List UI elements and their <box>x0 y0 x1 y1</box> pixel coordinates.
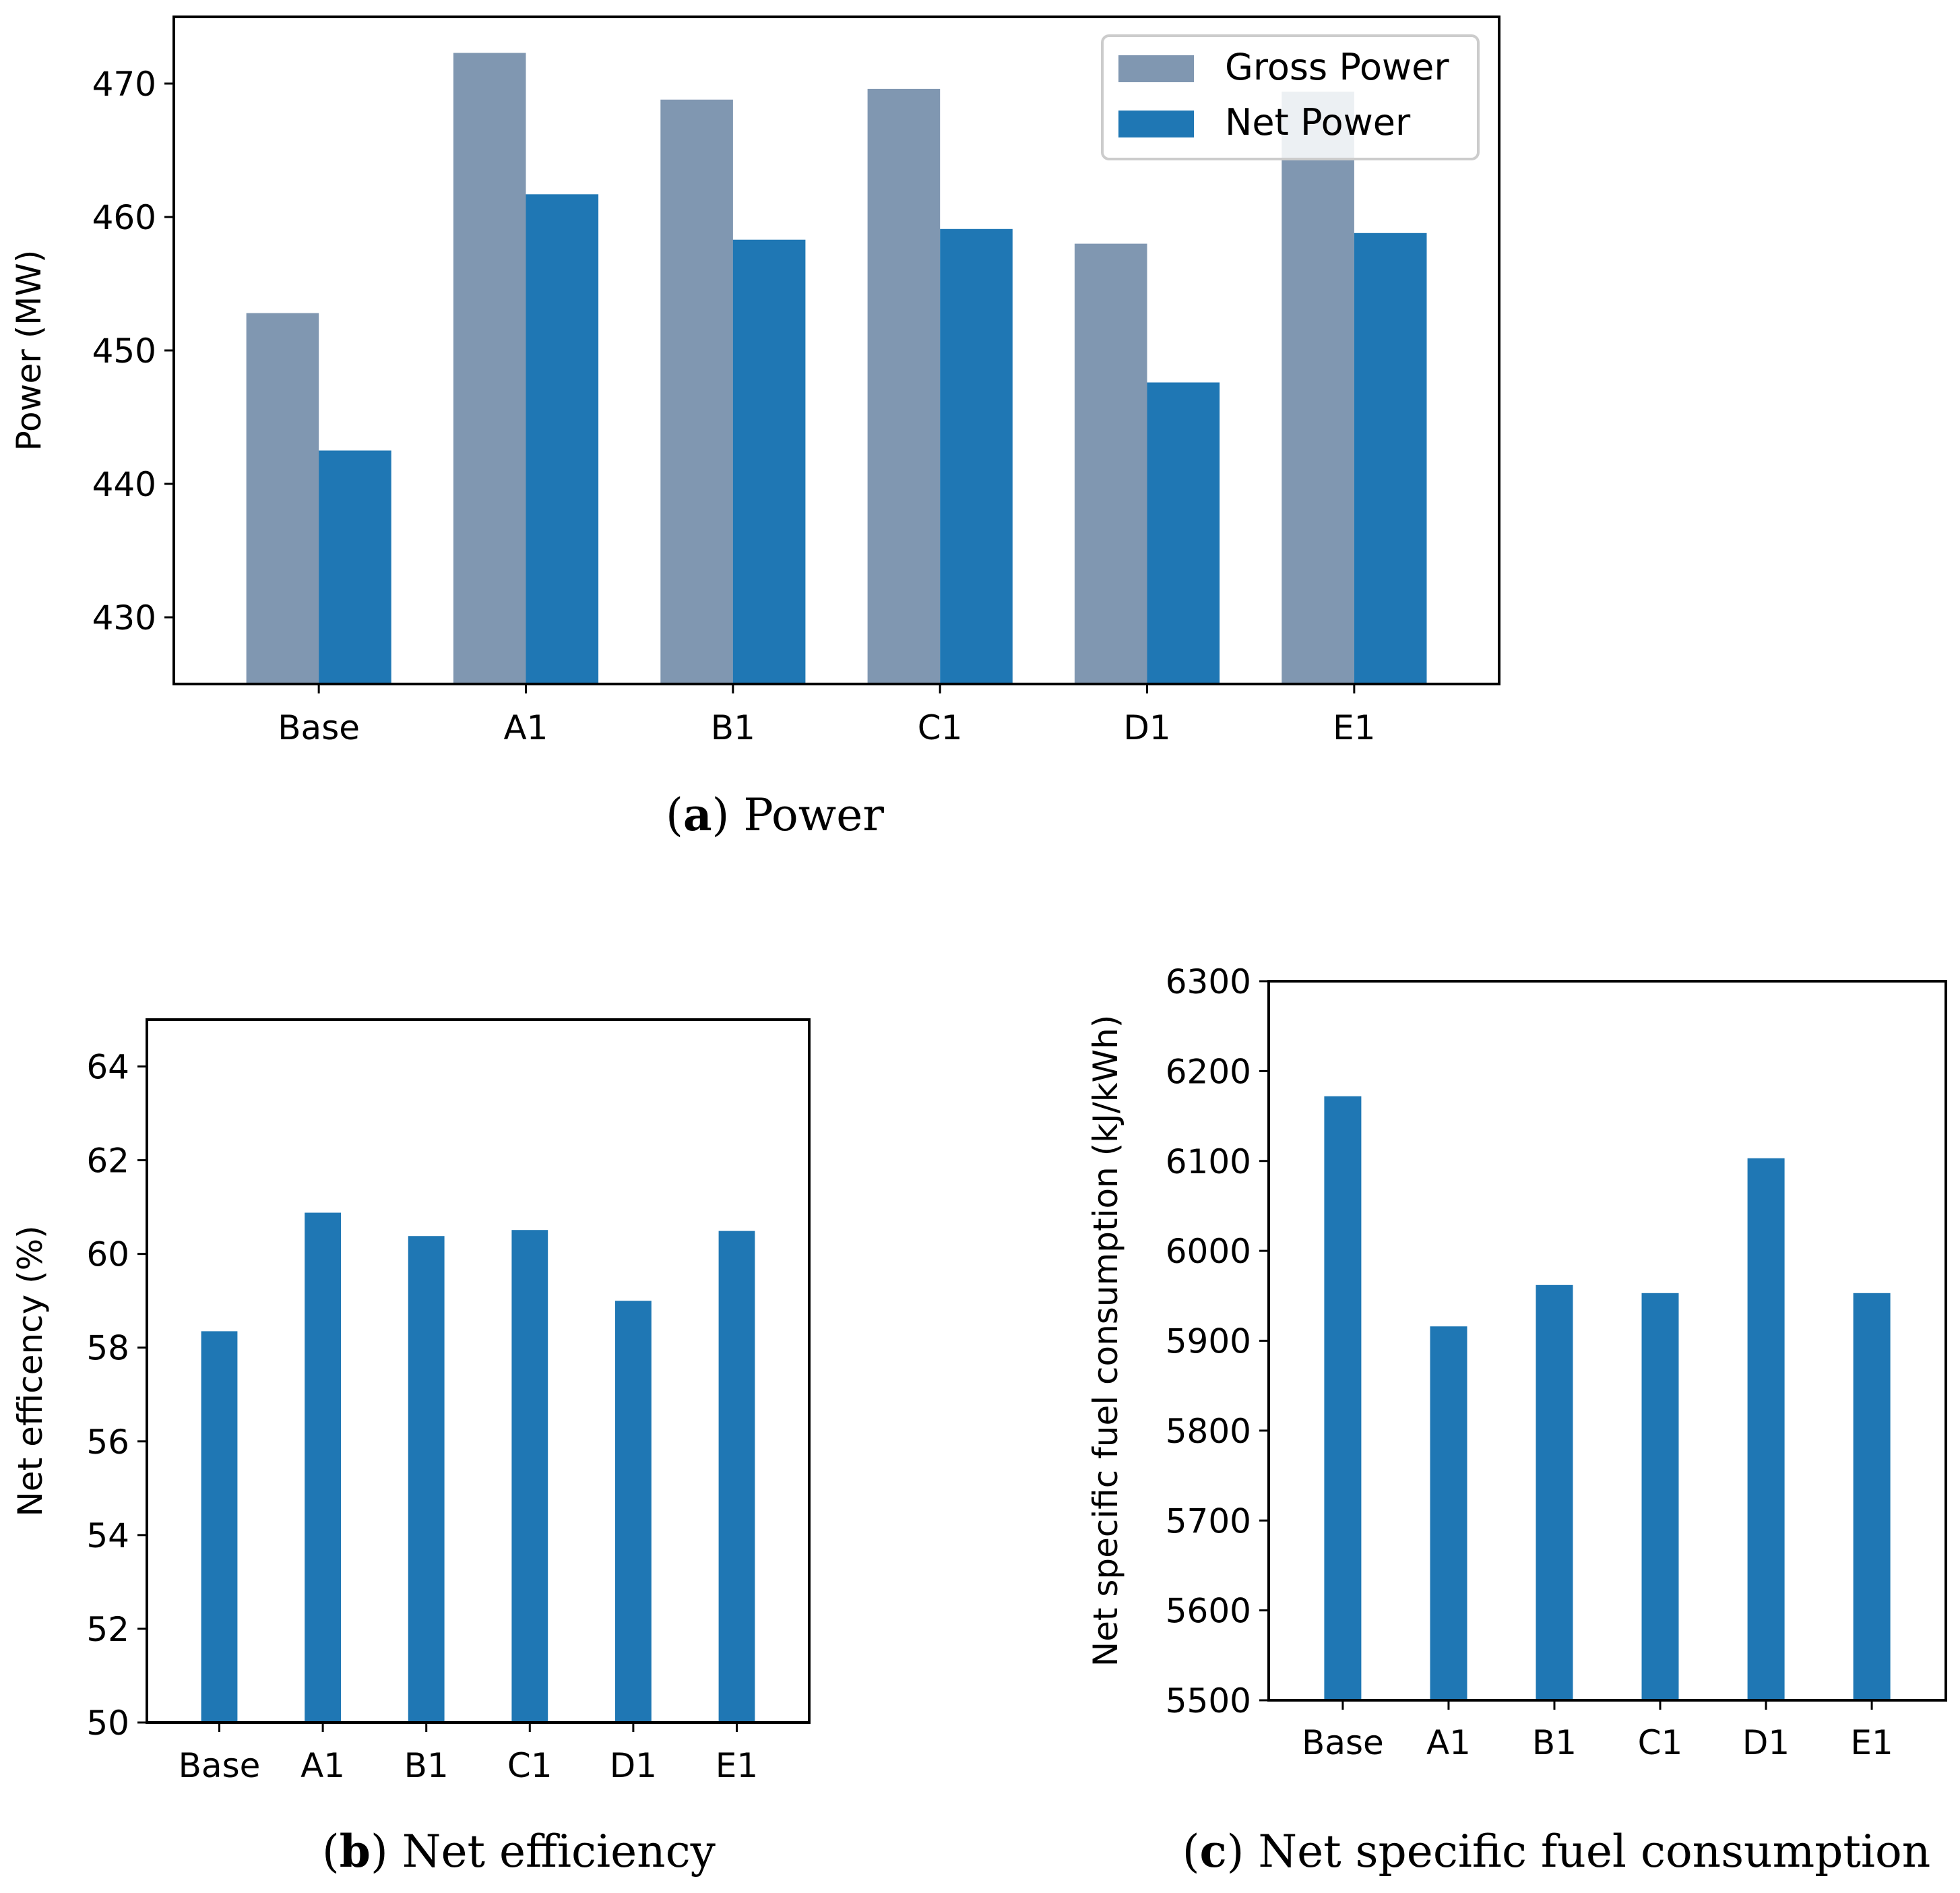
y-tick-label-b-50: 50 <box>86 1704 129 1743</box>
bar-b-net-efficiency-a1 <box>305 1212 341 1723</box>
x-tick-label-b-d1: D1 <box>610 1746 657 1785</box>
bar-a-gross-power-c1 <box>867 88 941 684</box>
axes-frame-c <box>1267 980 1947 1702</box>
bar-a-gross-power-e1 <box>1282 91 1354 684</box>
x-tick-label-b-b1: B1 <box>404 1746 449 1785</box>
x-tick-label-a-e1: E1 <box>1333 708 1375 747</box>
legend-label-gross-power: Gross Power <box>1225 46 1449 88</box>
y-tick-label-c-6100: 6100 <box>1166 1142 1251 1181</box>
x-tick-label-c-e1: E1 <box>1850 1723 1893 1762</box>
bar-a-gross-power-d1 <box>1074 243 1147 685</box>
y-tick-label-c-6300: 6300 <box>1166 962 1251 1001</box>
bar-c-net-specific-fuel-consumption-d1 <box>1747 1158 1785 1700</box>
net-sfc-chart: 5500 5600 5700 5800 5900 6000 6100 6200 6300 Base… <box>1086 962 1947 1762</box>
y-tick-label-c-6200: 6200 <box>1166 1052 1251 1091</box>
bar-c-net-specific-fuel-consumption-base <box>1324 1096 1362 1700</box>
y-tick-label-c-5600: 5600 <box>1166 1592 1251 1631</box>
legend-box <box>1101 34 1480 160</box>
y-tick-label-a-450: 450 <box>92 332 156 371</box>
x-tick-label-a-d1: D1 <box>1123 708 1170 747</box>
x-tick-label-a-a1: A1 <box>503 708 548 747</box>
bar-a-net-power-d1 <box>1147 382 1220 684</box>
bar-b-net-efficiency-c1 <box>511 1230 548 1723</box>
bar-b-net-efficiency-base <box>201 1331 238 1723</box>
y-tick-label-c-5900: 5900 <box>1166 1322 1251 1361</box>
x-tick-label-b-c1: C1 <box>507 1746 552 1785</box>
bar-a-net-power-base <box>319 450 391 684</box>
caption-c-text: Net specific fuel consumption <box>1258 1826 1930 1878</box>
caption-b-letter: b <box>340 1825 371 1878</box>
y-tick-label-c-5800: 5800 <box>1166 1412 1251 1451</box>
bar-a-gross-power-base <box>246 313 319 685</box>
caption-c: (c) Net specific fuel consumption <box>1182 1825 1931 1878</box>
legend-swatch-net-power <box>1118 111 1194 137</box>
x-tick-label-c-base: Base <box>1302 1723 1384 1762</box>
power-chart: 430 440 450 460 470 Base A1 B1 C1 D1 E1 Power (MW) G… <box>9 15 1500 747</box>
caption-c-letter: c <box>1199 1825 1226 1878</box>
bar-a-gross-power-a1 <box>453 53 526 684</box>
bar-c-net-specific-fuel-consumption-c1 <box>1641 1293 1679 1700</box>
y-axis-label-b: Net efficency (%) <box>11 1225 50 1516</box>
x-tick-label-a-base: Base <box>278 708 360 747</box>
legend-swatch-gross-power <box>1118 55 1194 82</box>
caption-b-text: Net efficiency <box>402 1826 716 1878</box>
legend-label-net-power: Net Power <box>1225 101 1411 144</box>
y-tick-label-b-58: 58 <box>86 1329 129 1368</box>
bar-b-net-efficiency-e1 <box>718 1231 755 1723</box>
x-tick-label-b-a1: A1 <box>301 1746 345 1785</box>
caption-a: (a) Power <box>666 788 884 841</box>
y-tick-label-c-6000: 6000 <box>1166 1232 1251 1271</box>
y-tick-label-a-460: 460 <box>92 198 156 237</box>
legend: Gross Power Net Power <box>1101 34 1480 160</box>
x-tick-label-b-base: Base <box>179 1746 261 1785</box>
y-tick-label-b-62: 62 <box>86 1142 129 1181</box>
x-tick-label-a-c1: C1 <box>918 708 963 747</box>
y-tick-label-a-470: 470 <box>92 65 156 104</box>
y-tick-label-c-5500: 5500 <box>1166 1681 1251 1720</box>
y-axis-label-c: Net specific fuel consumption (kJ/kWh) <box>1086 1015 1125 1667</box>
y-tick-label-c-5700: 5700 <box>1166 1501 1251 1541</box>
bar-c-net-specific-fuel-consumption-e1 <box>1853 1293 1891 1700</box>
x-tick-label-a-b1: B1 <box>711 708 755 747</box>
bar-c-net-specific-fuel-consumption-b1 <box>1536 1284 1573 1700</box>
axes-frame-b <box>146 1018 811 1724</box>
bar-b-net-efficiency-b1 <box>408 1236 445 1723</box>
x-tick-label-c-b1: B1 <box>1532 1723 1577 1762</box>
bar-a-net-power-c1 <box>940 228 1013 684</box>
caption-a-text: Power <box>743 789 884 841</box>
bar-b-net-efficiency-d1 <box>615 1301 652 1723</box>
y-tick-label-b-54: 54 <box>86 1516 129 1555</box>
x-tick-label-c-a1: A1 <box>1426 1723 1471 1762</box>
net-efficiency-chart: 50 52 54 56 58 60 62 64 Base A1 B1 C1 D1 E1 Net effice… <box>11 1018 811 1785</box>
y-tick-label-a-430: 430 <box>92 598 156 638</box>
y-axis-label-a: Power (MW) <box>9 250 49 452</box>
x-tick-label-b-e1: E1 <box>716 1746 758 1785</box>
bar-a-net-power-a1 <box>526 194 599 684</box>
y-tick-label-b-60: 60 <box>86 1235 129 1274</box>
y-tick-label-a-440: 440 <box>92 465 156 504</box>
y-tick-label-b-52: 52 <box>86 1610 129 1649</box>
bar-a-net-power-b1 <box>732 239 806 684</box>
x-tick-label-c-d1: D1 <box>1742 1723 1790 1762</box>
x-tick-label-c-c1: C1 <box>1638 1723 1683 1762</box>
caption-b: (b) Net efficiency <box>322 1825 716 1878</box>
bar-a-net-power-e1 <box>1354 232 1427 684</box>
caption-a-letter: a <box>683 788 712 841</box>
y-tick-label-b-56: 56 <box>86 1423 129 1462</box>
bar-c-net-specific-fuel-consumption-a1 <box>1430 1326 1467 1700</box>
y-tick-label-b-64: 64 <box>86 1048 129 1087</box>
bar-a-gross-power-b1 <box>660 99 733 685</box>
